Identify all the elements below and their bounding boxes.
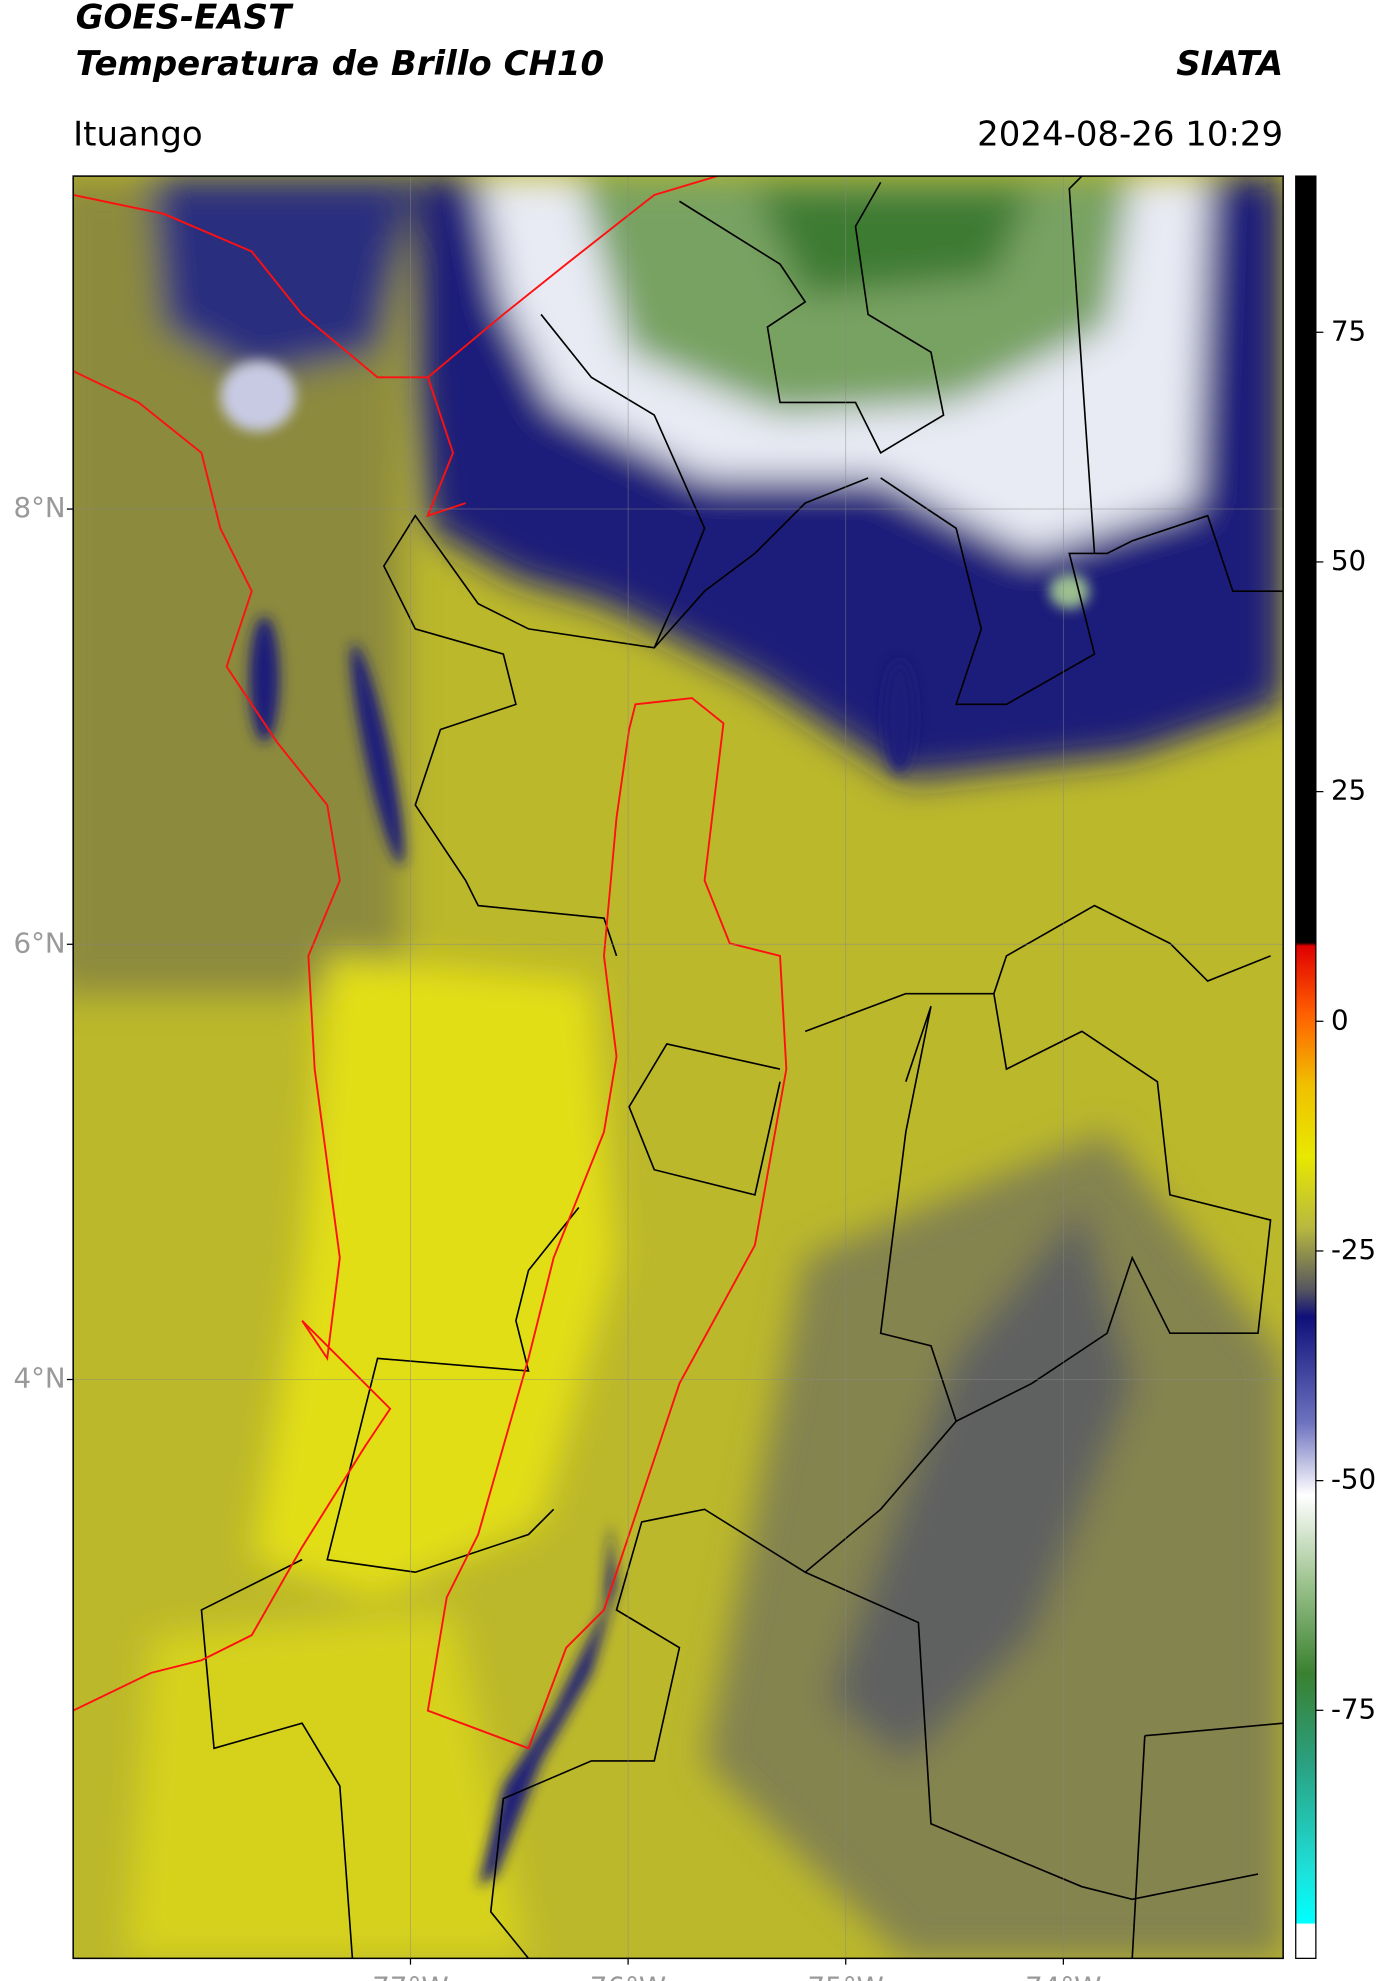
lon-label: 74°W (1025, 1971, 1101, 1981)
colorbar-label: -75 (1331, 1692, 1376, 1725)
lon-label: 77°W (372, 1971, 448, 1981)
lon-label: 75°W (808, 1971, 884, 1981)
lat-label: 6°N (14, 926, 66, 959)
datetime: 2024-08-26 10:29 (977, 114, 1283, 154)
colorbar-label: 50 (1331, 544, 1366, 577)
subtitle: Temperatura de Brillo CH10 (76, 44, 604, 84)
colorbar-label: 0 (1331, 1003, 1349, 1036)
source: SIATA (1176, 44, 1283, 84)
colorbar-label: 25 (1331, 774, 1366, 807)
title: GOES-EAST (76, 0, 294, 37)
lat-label: 4°N (14, 1362, 66, 1395)
colorbar-label: -50 (1331, 1463, 1376, 1496)
lat-label: 8°N (14, 491, 66, 524)
map-frame (72, 175, 1284, 1960)
colorbar-label: -25 (1331, 1233, 1376, 1266)
lon-label: 76°W (590, 1971, 666, 1981)
satellite-image (73, 176, 1284, 1959)
colorbar-label: 75 (1331, 314, 1366, 347)
colorbar (1295, 175, 1317, 1959)
location: Ituango (73, 114, 203, 154)
